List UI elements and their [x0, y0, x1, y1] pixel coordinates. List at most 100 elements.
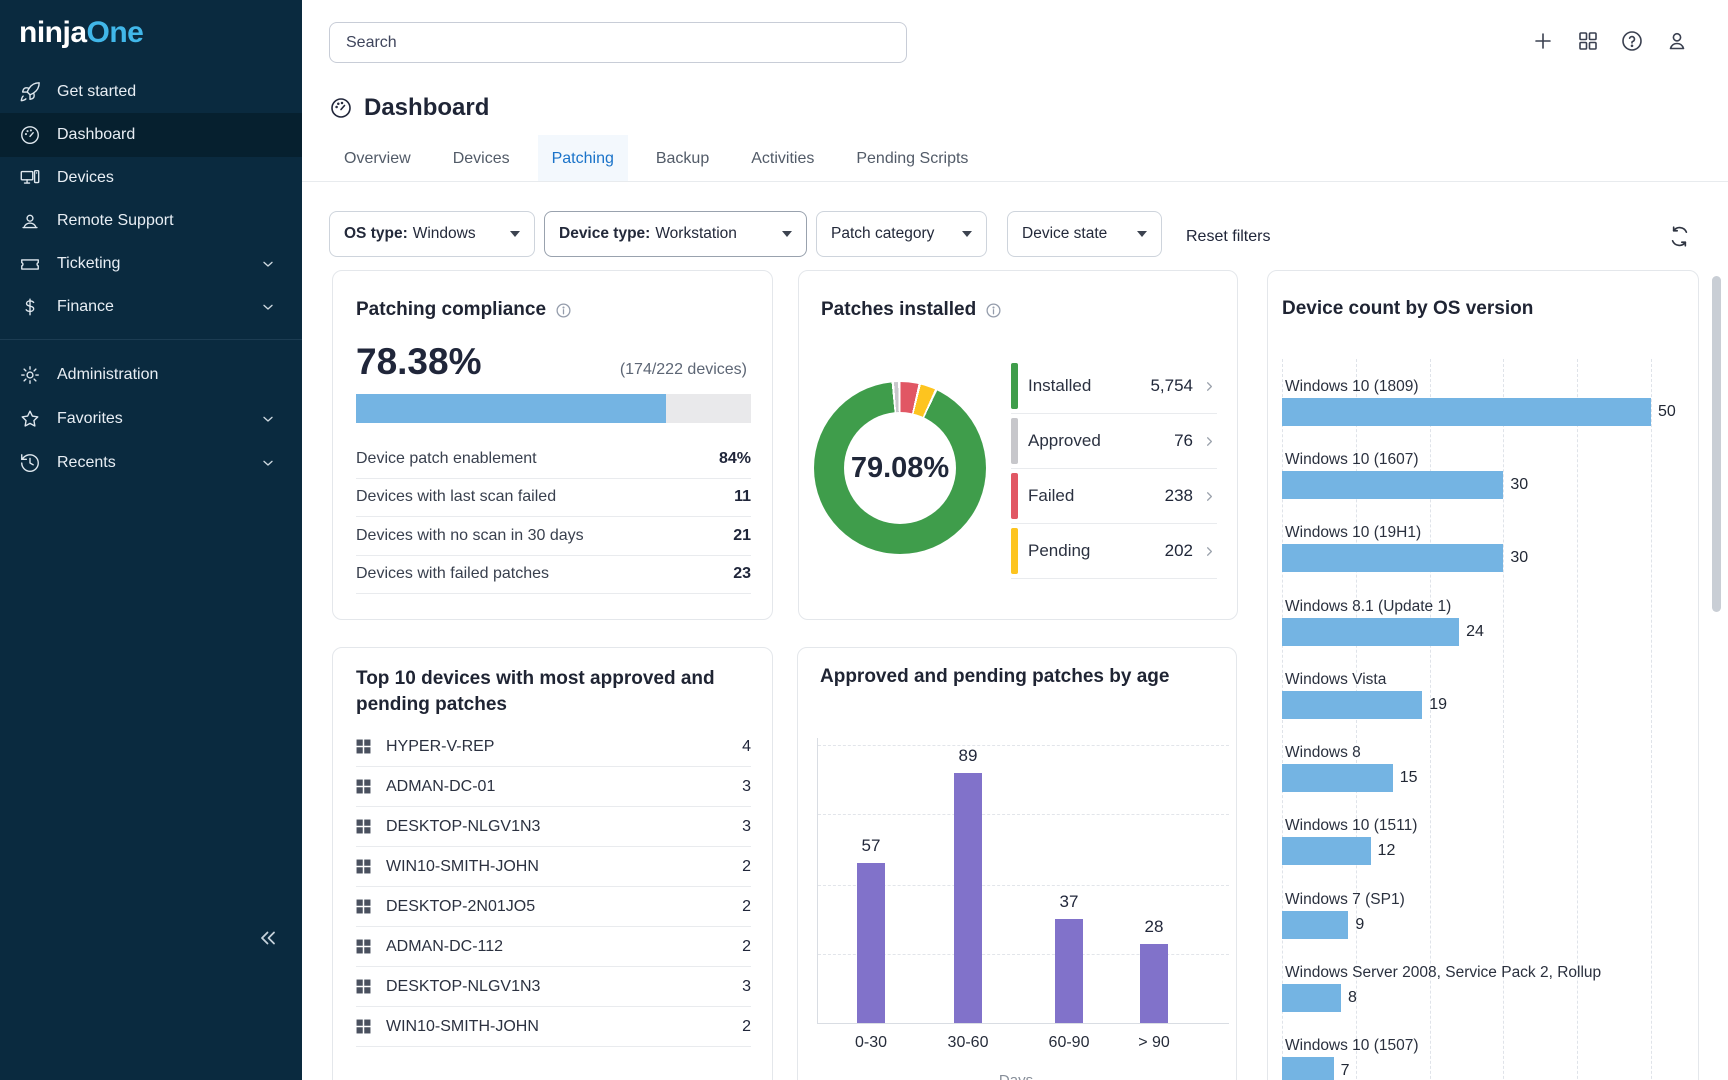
patches-donut-chart: 79.08%	[814, 382, 986, 554]
sidebar-item-label: Devices	[57, 169, 114, 186]
windows-icon	[356, 859, 371, 874]
tabs-divider	[302, 181, 1728, 182]
sidebar-item-label: Remote Support	[57, 212, 174, 229]
gridline	[1577, 359, 1578, 1080]
table-row[interactable]: WIN10-SMITH-JOHN 2	[356, 847, 751, 887]
page-title: Dashboard	[364, 94, 490, 121]
top-devices-list: HYPER-V-REP 4 ADMAN-DC-01 3 DESKTOP-NLGV1N…	[356, 727, 751, 1047]
table-row[interactable]: WIN10-SMITH-JOHN 2	[356, 1007, 751, 1047]
search-input[interactable]	[329, 22, 907, 63]
table-row[interactable]: HYPER-V-REP 4	[356, 727, 751, 767]
user-icon[interactable]	[1665, 29, 1689, 53]
filter-patch-category[interactable]: Patch category	[816, 211, 987, 257]
card-title: Approved and pending patches by age	[820, 666, 1170, 687]
sidebar-item-favorites[interactable]: Favorites	[0, 397, 302, 441]
dashboard-tabs: Overview Devices Patching Backup Activit…	[330, 135, 996, 182]
filter-os-type[interactable]: OS type: Windows	[329, 211, 535, 257]
table-row[interactable]: ADMAN-DC-112 2	[356, 927, 751, 967]
device-count-card: Device count by OS version Windows 10 (1…	[1267, 270, 1699, 1080]
table-row[interactable]: ADMAN-DC-01 3	[356, 767, 751, 807]
sidebar-collapse-icon[interactable]	[256, 926, 280, 950]
rocket-icon	[19, 81, 41, 103]
caret-down-icon	[962, 231, 972, 237]
windows-icon	[356, 739, 371, 754]
sidebar-divider	[0, 339, 302, 340]
add-icon[interactable]	[1531, 29, 1555, 53]
info-icon[interactable]	[555, 302, 572, 319]
chevron-right-icon	[1202, 434, 1217, 449]
sidebar-item-finance[interactable]: Finance	[0, 285, 302, 329]
windows-icon	[356, 939, 371, 954]
list-item: Devices with no scan in 30 days 21	[356, 517, 751, 556]
sidebar-item-recents[interactable]: Recents	[0, 441, 302, 485]
table-row[interactable]: DESKTOP-NLGV1N3 3	[356, 807, 751, 847]
apps-grid-icon[interactable]	[1576, 29, 1600, 53]
gridline	[818, 885, 1229, 886]
os-bar-row: Windows 7 (SP1) 9	[1282, 891, 1694, 939]
sidebar-item-label: Recents	[57, 454, 116, 471]
help-icon[interactable]	[1620, 29, 1644, 53]
gridline	[1503, 359, 1504, 1080]
refresh-icon[interactable]	[1668, 225, 1691, 248]
dollar-icon	[19, 296, 41, 318]
sidebar-item-label: Ticketing	[57, 255, 121, 272]
page-scrollbar[interactable]	[1712, 276, 1721, 612]
os-bar-row: Windows 10 (1507) 7	[1282, 1037, 1694, 1080]
os-bar-row: Windows 8 15	[1282, 744, 1694, 792]
sidebar-item-dashboard[interactable]: Dashboard	[0, 113, 302, 157]
chevron-right-icon	[1202, 379, 1217, 394]
tab-overview[interactable]: Overview	[344, 150, 411, 167]
patches-by-age-card: Approved and pending patches by age 57 8…	[797, 647, 1237, 1080]
legend-row-installed[interactable]: Installed 5,754	[1011, 359, 1217, 414]
legend-row-failed[interactable]: Failed 238	[1011, 469, 1217, 524]
sidebar-item-label: Finance	[57, 298, 114, 315]
gear-icon	[19, 364, 41, 386]
sidebar-item-get-started[interactable]: Get started	[0, 70, 302, 114]
top-devices-card: Top 10 devices with most approved and pe…	[332, 647, 773, 1080]
filter-device-state[interactable]: Device state	[1007, 211, 1162, 257]
sidebar-item-devices[interactable]: Devices	[0, 156, 302, 200]
os-bar-row: Windows 8.1 (Update 1) 24	[1282, 598, 1694, 646]
table-row[interactable]: DESKTOP-2N01JO5 2	[356, 887, 751, 927]
gridline	[1282, 359, 1283, 1080]
caret-down-icon	[782, 231, 792, 237]
legend-color-installed	[1011, 363, 1018, 409]
tab-activities[interactable]: Activities	[751, 150, 815, 167]
card-title: Top 10 devices with most approved and pe…	[356, 668, 715, 715]
table-row[interactable]: DESKTOP-NLGV1N3 3	[356, 967, 751, 1007]
sidebar-item-label: Administration	[57, 366, 159, 383]
filter-label: Patch category	[831, 225, 935, 242]
reset-filters-button[interactable]: Reset filters	[1186, 228, 1271, 245]
legend-row-pending[interactable]: Pending 202	[1011, 524, 1217, 579]
caret-down-icon	[510, 231, 520, 237]
windows-icon	[356, 1019, 371, 1034]
bar-30-60: 89	[954, 746, 982, 1023]
legend-row-approved[interactable]: Approved 76	[1011, 414, 1217, 469]
donut-center-label: 79.08%	[850, 451, 950, 484]
filter-device-type[interactable]: Device type: Workstation	[544, 211, 807, 257]
ticket-icon	[19, 253, 41, 275]
tab-patching[interactable]: Patching	[537, 135, 628, 182]
history-icon	[19, 452, 41, 474]
patches-installed-card: Patches installed 79.08% Installed 5,754…	[798, 270, 1238, 620]
tab-devices[interactable]: Devices	[452, 150, 510, 167]
sidebar-item-ticketing[interactable]: Ticketing	[0, 242, 302, 286]
os-bar-row: Windows 10 (19H1) 30	[1282, 524, 1694, 572]
windows-icon	[356, 819, 371, 834]
x-tick-label: 60-90	[1048, 1034, 1090, 1051]
bar-gt-90: 28	[1140, 917, 1168, 1023]
ninjaone-logo[interactable]: ninjaOne	[19, 16, 144, 49]
chevron-down-icon	[260, 299, 276, 315]
patching-compliance-card: Patching compliance 78.38% (174/222 devi…	[332, 270, 773, 620]
patches-legend: Installed 5,754 Approved 76 Failed 238 P…	[1011, 359, 1217, 579]
tab-backup[interactable]: Backup	[655, 150, 710, 167]
chevron-down-icon	[260, 455, 276, 471]
gauge-icon	[19, 124, 41, 146]
sidebar-item-remote-support[interactable]: Remote Support	[0, 199, 302, 243]
sidebar-item-administration[interactable]: Administration	[0, 353, 302, 397]
info-icon[interactable]	[985, 302, 1002, 319]
chevron-down-icon	[260, 411, 276, 427]
star-icon	[19, 408, 41, 430]
tab-pending-scripts[interactable]: Pending Scripts	[856, 150, 969, 167]
gridline	[818, 814, 1229, 815]
